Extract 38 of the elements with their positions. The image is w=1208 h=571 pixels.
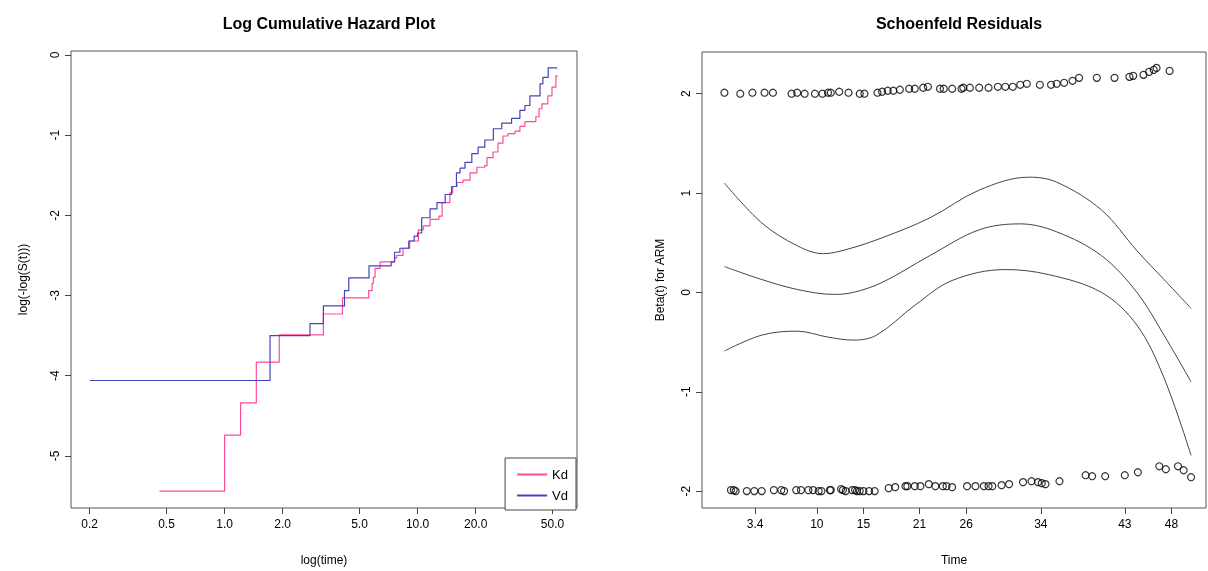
y-tick-label: -2 xyxy=(679,485,693,497)
legend-label: Kd xyxy=(552,467,569,482)
y-tick-label: -4 xyxy=(48,370,62,382)
chart-title: Schoenfeld Residuals xyxy=(875,14,1043,32)
x-tick-label: 26 xyxy=(959,517,974,531)
x-tick-label: 34 xyxy=(1034,517,1048,531)
y-tick-label: -1 xyxy=(48,129,62,141)
y-tick-label: -5 xyxy=(48,450,62,462)
y-axis-title: Beta(t) for ARM xyxy=(653,238,667,322)
x-axis-title: Time xyxy=(940,553,968,567)
line-series xyxy=(723,223,1192,383)
y-tick-label: 0 xyxy=(48,51,62,59)
x-tick-label: 50.0 xyxy=(540,517,565,531)
y-tick-label: -3 xyxy=(48,289,62,301)
x-axis-title: log(time) xyxy=(300,553,348,567)
x-tick-label: 1.0 xyxy=(216,517,234,531)
x-tick-label: 20.0 xyxy=(463,517,488,531)
x-tick-label: 15 xyxy=(856,517,871,531)
x-tick-label: 21 xyxy=(912,517,927,531)
y-axis-title: log(-log(S(t))) xyxy=(16,243,30,316)
y-tick-label: -1 xyxy=(679,386,693,398)
x-tick-label: 48 xyxy=(1164,517,1179,531)
legend-label: Vd xyxy=(552,488,569,503)
x-tick-label: 0.5 xyxy=(158,517,176,531)
line-series xyxy=(723,176,1192,309)
x-tick-label: 43 xyxy=(1118,517,1132,531)
chart-title: Log Cumulative Hazard Plot xyxy=(222,14,436,32)
y-tick-label: -2 xyxy=(48,209,62,221)
x-tick-label: 0.2 xyxy=(81,517,99,531)
y-tick-label: 1 xyxy=(679,189,693,197)
y-tick-label: 2 xyxy=(679,90,693,98)
x-tick-label: 5.0 xyxy=(351,517,369,531)
x-tick-label: 10 xyxy=(810,517,824,531)
line-series xyxy=(723,269,1192,456)
x-tick-label: 10.0 xyxy=(405,517,430,531)
y-tick-label: 0 xyxy=(679,288,693,296)
x-tick-label: 3.4 xyxy=(746,517,764,531)
x-tick-label: 2.0 xyxy=(274,517,292,531)
